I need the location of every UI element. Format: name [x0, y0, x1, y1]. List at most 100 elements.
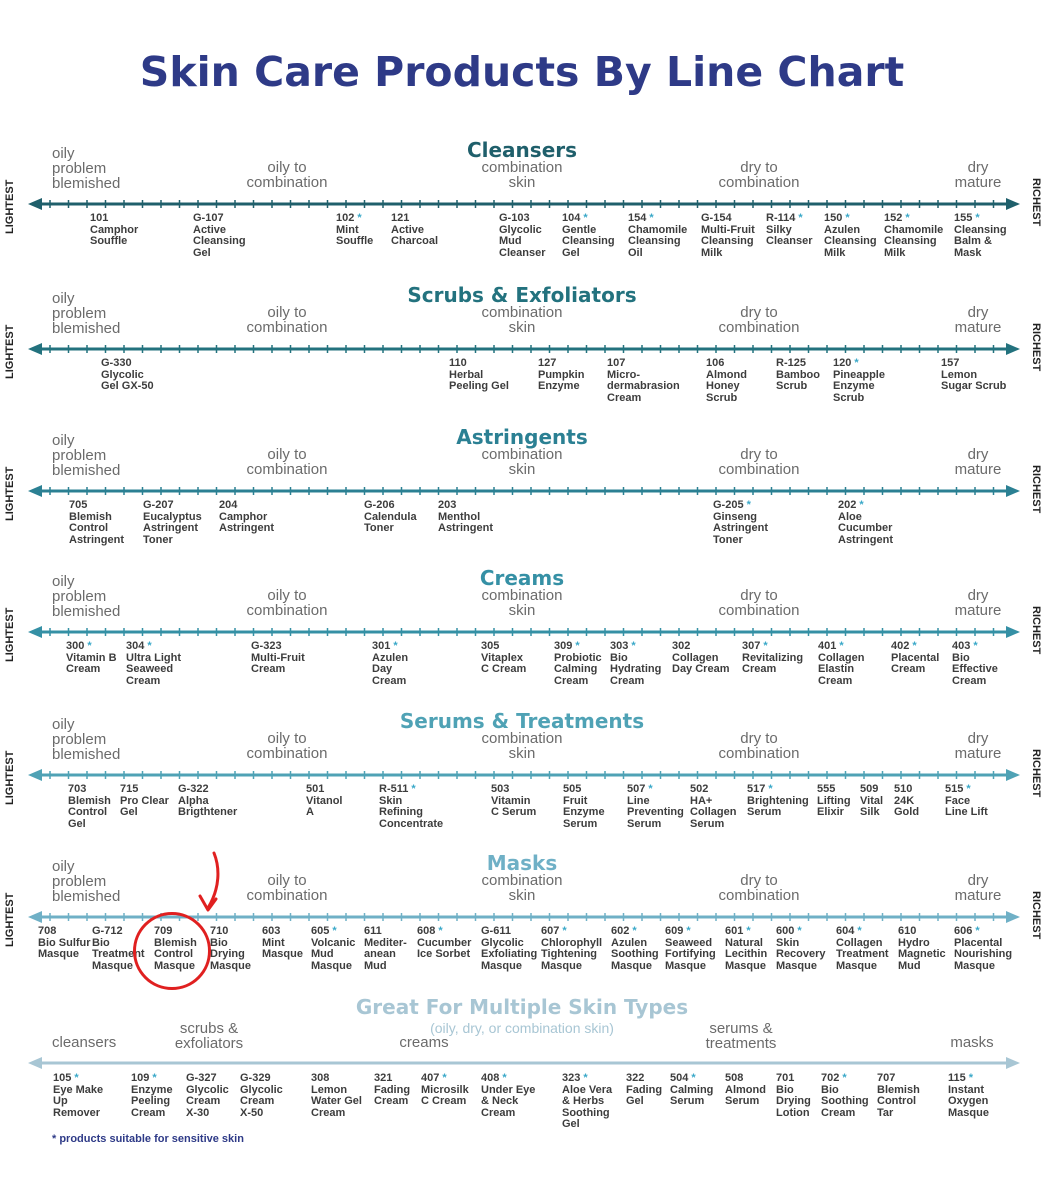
left-arrowhead-icon	[28, 343, 42, 355]
product-code: 154	[628, 212, 647, 224]
product-name: Micro- dermabrasion Cream	[607, 368, 680, 404]
product-item: 402 * Placental Cream	[891, 640, 939, 676]
product-item: 302 Collagen Day Cream	[672, 640, 729, 676]
product-code: 600	[776, 925, 795, 937]
product-item: 507 * Line Preventing Serum	[627, 783, 684, 830]
richest-label: RICHEST	[1030, 606, 1042, 655]
product-item: 101 Camphor Souffle	[90, 212, 139, 248]
skin-type-label: dry mature	[954, 730, 1002, 762]
section-title: Creams	[479, 566, 565, 590]
sensitive-star-icon: *	[854, 925, 862, 937]
product-item: 303 * Bio Hydrating Cream	[610, 640, 661, 687]
product-code: 102	[336, 212, 355, 224]
product-code: 105	[53, 1072, 72, 1084]
product-name: Seaweed Fortifying Masque	[665, 936, 716, 972]
sensitive-star-icon: *	[628, 640, 636, 652]
right-arrowhead-icon	[1006, 198, 1020, 210]
product-code: 509	[860, 783, 879, 795]
product-code: G-611	[481, 925, 511, 937]
product-name: Aloe Cucumber Astringent	[838, 510, 893, 546]
product-item: 309 * Probiotic Calming Cream	[554, 640, 602, 687]
product-item: 155 * Cleansing Balm & Mask	[954, 212, 1007, 259]
skin-type-label: combination skin	[481, 159, 563, 191]
product-item: G-323 Multi-Fruit Cream	[251, 640, 305, 676]
axis-line	[28, 343, 1020, 355]
product-name: Lemon Water Gel Cream	[311, 1083, 362, 1119]
product-name: Ultra Light Seaweed Cream	[126, 651, 181, 687]
multi-product-item: 115 * Instant Oxygen Masque	[948, 1072, 989, 1119]
product-item: 202 * Aloe Cucumber Astringent	[838, 499, 893, 546]
product-code: 604	[836, 925, 855, 937]
product-code: G-205	[713, 499, 744, 511]
product-name: Aloe Vera & Herbs Soothing Gel	[562, 1083, 613, 1130]
multi-product-item: 702 * Bio Soothing Cream	[821, 1072, 869, 1119]
product-name: Face Line Lift	[945, 794, 988, 818]
product-item: 102 * Mint Souffle	[336, 212, 373, 248]
product-item: 304 * Ultra Light Seaweed Cream	[126, 640, 181, 687]
product-name: Eucalyptus Astringent Toner	[143, 510, 202, 546]
product-name: Skin Refining Concentrate	[379, 794, 444, 830]
product-code: 510	[894, 783, 913, 795]
skin-type-label: oily to combination	[246, 159, 328, 191]
product-code: 610	[898, 925, 917, 937]
product-item: 601 * Natural Lecithin Masque	[725, 925, 767, 972]
product-code: 121	[391, 212, 410, 224]
product-name: Blemish Control Gel	[68, 794, 111, 830]
product-name: Blemish Control Astringent	[69, 510, 124, 546]
product-item: 203 Menthol Astringent	[438, 499, 493, 535]
skin-type-label: dry mature	[954, 304, 1002, 336]
product-code: 401	[818, 640, 837, 652]
product-item: G-103 Glycolic Mud Cleanser	[499, 212, 545, 259]
product-code: 710	[210, 925, 229, 937]
product-name: Calming Serum	[670, 1083, 714, 1107]
right-arrowhead-icon	[1006, 911, 1020, 923]
sensitive-star-icon: *	[629, 925, 637, 937]
product-code: 603	[262, 925, 281, 937]
product-code: 301	[372, 640, 391, 652]
multi-product-item: 504 * Calming Serum	[670, 1072, 714, 1108]
skin-type-label: dry to combination	[718, 730, 800, 762]
product-code: 106	[706, 357, 725, 369]
product-item: 110 Herbal Peeling Gel	[449, 357, 509, 393]
product-name: Volcanic Mud Masque	[311, 936, 356, 972]
product-item: 604 * Collagen Treatment Masque	[836, 925, 889, 972]
product-name: Calendula Toner	[364, 510, 417, 534]
product-code: 157	[941, 357, 960, 369]
product-code: 503	[491, 783, 510, 795]
axis-line	[28, 626, 1020, 638]
product-name: Menthol Astringent	[438, 510, 493, 534]
left-arrowhead-icon	[28, 1057, 42, 1069]
sensitive-star-icon: *	[408, 783, 416, 795]
multi-product-item: 109 * Enzyme Peeling Cream	[131, 1072, 173, 1119]
product-name: Enzyme Peeling Cream	[131, 1083, 173, 1119]
product-name: Hydro Magnetic Mud	[898, 936, 946, 972]
skin-type-label: dry to combination	[718, 159, 800, 191]
product-item: G-205 * Ginseng Astringent Toner	[713, 499, 768, 546]
axis-line	[28, 485, 1020, 497]
lightest-label: LIGHTEST	[4, 607, 16, 662]
skin-type-label: oily problem blemished	[52, 432, 121, 479]
sensitive-star-icon: *	[836, 640, 844, 652]
sensitive-star-icon: *	[963, 783, 971, 795]
product-item: 300 * Vitamin B Cream	[66, 640, 117, 676]
product-name: Alpha Brigthtener	[178, 794, 238, 818]
product-code: 305	[481, 640, 500, 652]
sensitive-star-icon: *	[909, 640, 917, 652]
sensitive-star-icon: *	[435, 925, 443, 937]
product-name: Collagen Treatment Masque	[836, 936, 889, 972]
product-name: Chamomile Cleansing Milk	[884, 223, 944, 259]
multi-product-item: 105 * Eye Make Up Remover	[53, 1072, 103, 1119]
right-arrowhead-icon	[1006, 485, 1020, 497]
product-name: Blemish Control Tar	[877, 1083, 920, 1119]
product-code: 202	[838, 499, 857, 511]
product-item: 403 * Bio Effective Cream	[952, 640, 998, 687]
product-name: Fruit Enzyme Serum	[563, 794, 605, 830]
lightest-label: LIGHTEST	[4, 179, 16, 234]
lightest-label: LIGHTEST	[4, 466, 16, 521]
product-code: 601	[725, 925, 744, 937]
product-item: 401 * Collagen Elastin Cream	[818, 640, 864, 687]
product-name: Camphor Souffle	[90, 223, 139, 247]
highlight-arrow-icon	[198, 851, 220, 912]
product-code: G-712	[92, 925, 123, 937]
product-item: 606 * Placental Nourishing Masque	[954, 925, 1012, 972]
